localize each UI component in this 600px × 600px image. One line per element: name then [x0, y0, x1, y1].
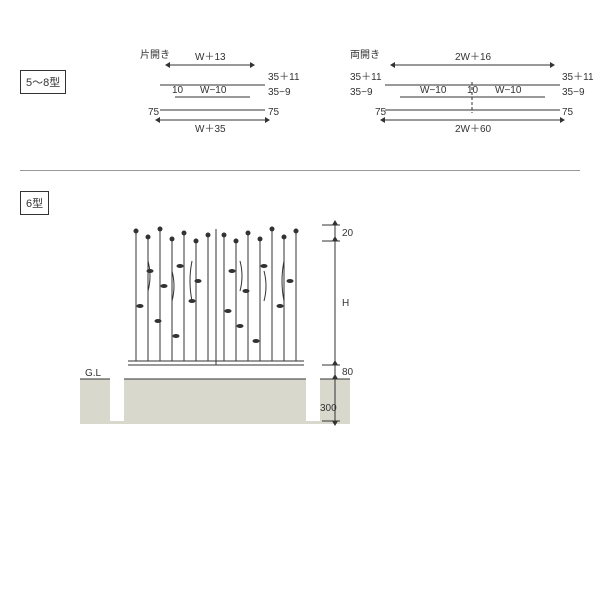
svg-text:H: H — [342, 298, 349, 309]
svg-text:W−10: W−10 — [200, 85, 227, 96]
elevation-diagram-type6: G.L — [80, 211, 370, 441]
double-title: 両開き — [350, 49, 380, 61]
svg-text:300: 300 — [320, 403, 337, 414]
svg-text:G.L: G.L — [85, 368, 102, 379]
svg-text:35−9: 35−9 — [350, 87, 373, 98]
plan-diagram-double: 両開き 2W＋16 W−10 10 W−10 35＋11 35−9 35＋11 … — [340, 40, 600, 160]
svg-text:75: 75 — [148, 107, 160, 118]
svg-text:W−10: W−10 — [420, 85, 447, 96]
svg-text:80: 80 — [342, 367, 354, 378]
svg-text:35＋11: 35＋11 — [350, 72, 382, 83]
svg-text:35−9: 35−9 — [268, 87, 291, 98]
svg-text:10: 10 — [467, 85, 479, 96]
svg-text:10: 10 — [172, 85, 184, 96]
svg-text:W−10: W−10 — [495, 85, 522, 96]
bottom-section-row: 6型 G.L — [20, 191, 580, 451]
svg-text:2W＋16: 2W＋16 — [455, 52, 492, 63]
svg-text:75: 75 — [375, 107, 387, 118]
dim-top: W＋13 — [195, 52, 226, 63]
svg-text:75: 75 — [268, 107, 280, 118]
svg-text:35−9: 35−9 — [562, 87, 585, 98]
plan-diagram-single: 片開き W＋13 10 W−10 35＋11 35−9 W＋35 75 75 — [130, 40, 310, 160]
svg-text:75: 75 — [562, 107, 574, 118]
single-title: 片開き — [140, 48, 170, 61]
section-label-5-8: 5〜8型 — [20, 70, 66, 94]
svg-text:35＋11: 35＋11 — [562, 72, 594, 83]
svg-text:35＋11: 35＋11 — [268, 72, 300, 83]
svg-text:20: 20 — [342, 228, 354, 239]
svg-text:2W＋60: 2W＋60 — [455, 124, 492, 135]
section-label-6: 6型 — [20, 191, 49, 215]
svg-text:W＋35: W＋35 — [195, 124, 226, 135]
top-section-row: 5〜8型 片開き W＋13 10 W−10 35＋11 35−9 W＋35 75… — [20, 40, 580, 171]
